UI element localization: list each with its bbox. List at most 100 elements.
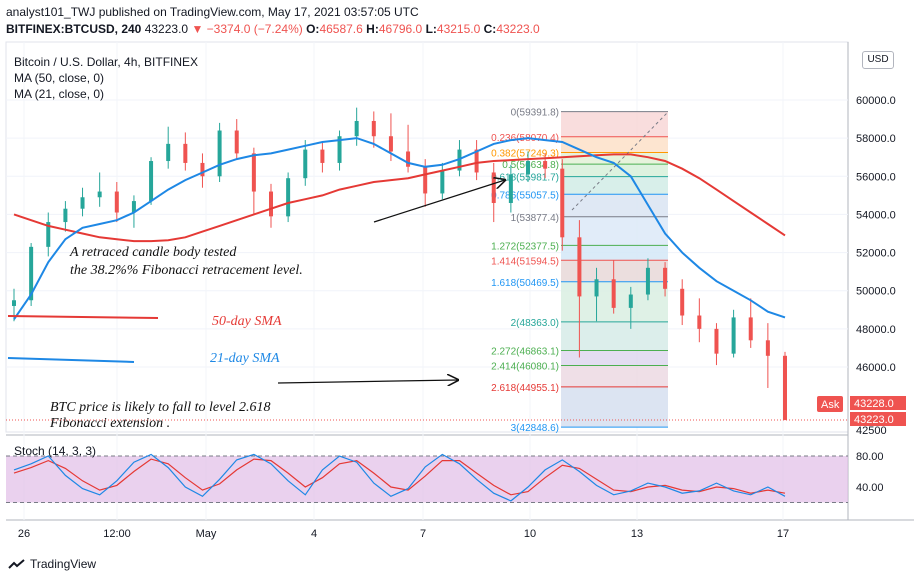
time-tick-label: 26: [18, 528, 30, 540]
candle-body: [577, 237, 582, 297]
candle-body: [560, 168, 565, 238]
ma21-legend: MA (21, close, 0): [14, 87, 104, 101]
symbol-label[interactable]: BITFINEX:BTCUSD, 240: [6, 22, 142, 36]
candle-body: [543, 161, 548, 169]
time-tick-label: 4: [311, 528, 317, 540]
bottom-partial-tick: 42500: [856, 425, 887, 437]
stoch-legend: Stoch (14, 3, 3): [14, 444, 96, 458]
retracement-note-line2: the 38.2%% Fibonacci retracement level.: [70, 263, 303, 278]
stoch-tick-label: 40.00: [856, 482, 884, 494]
time-tick-label: 17: [777, 528, 789, 540]
extension-arrow: [277, 380, 458, 383]
fib-level-label: 1.272(52377.5): [491, 241, 559, 252]
candlestick-series: [6, 107, 848, 421]
candle-body: [183, 143, 188, 163]
price-tick-label: 56000.0: [856, 171, 896, 183]
candle-body: [783, 355, 787, 420]
close-label: C:: [483, 22, 497, 36]
candle-body: [131, 201, 136, 213]
candle-body: [200, 162, 205, 177]
price-tick-label: 50000.0: [856, 286, 896, 298]
fib-level-label: 1.618(50469.5): [491, 278, 559, 289]
candle-body: [663, 267, 668, 289]
ask-price: 43228.0: [854, 398, 894, 410]
fib-zone: [561, 365, 668, 387]
low-label: L:: [425, 22, 437, 36]
candle-body: [388, 136, 393, 152]
candle-body: [29, 246, 34, 301]
fib-level-label: 2(48363.0): [511, 318, 559, 329]
candle-body: [166, 143, 171, 162]
fib-zone: [561, 152, 668, 165]
fib-level-label: 0.382(57249.3): [491, 148, 559, 159]
candle-body: [508, 174, 513, 203]
fib-level-label: 2.618(44955.1): [491, 383, 559, 394]
time-tick-label: 10: [524, 528, 536, 540]
candle-body: [303, 149, 308, 179]
candle-body: [269, 191, 273, 217]
candle-body: [354, 120, 359, 137]
high-label: H:: [366, 22, 379, 36]
publish-info: analyst101_TWJ published on TradingView.…: [6, 5, 419, 19]
low-value: 43215.0: [436, 22, 481, 36]
candle-body: [645, 267, 650, 295]
last-price: 43223.0: [144, 22, 189, 36]
candle-body: [63, 208, 68, 223]
fib-zone: [561, 245, 668, 261]
extension-note-line2: Fibonacci extension .: [49, 416, 170, 431]
candle-body: [114, 191, 119, 213]
ma50-legend: MA (50, close, 0): [14, 71, 104, 85]
price-tick-label: 52000.0: [856, 248, 896, 260]
tradingview-logo-icon: [8, 559, 25, 569]
candle-body: [371, 120, 376, 137]
candle-body: [765, 340, 770, 356]
footer: TradingView: [8, 557, 96, 571]
fib-level-label: 1(53877.4): [511, 213, 559, 224]
candle-body: [320, 149, 325, 163]
fib-zone: [561, 164, 668, 177]
price-tick-label: 58000.0: [856, 133, 896, 145]
change-down-icon: ▼: [191, 22, 204, 36]
candle-body: [748, 317, 753, 341]
fib-zone: [561, 321, 668, 351]
extension-note-line1: BTC price is likely to fall to level 2.6…: [50, 400, 270, 415]
candle-body: [337, 136, 342, 163]
footer-brand[interactable]: TradingView: [30, 557, 97, 571]
candle-body: [680, 288, 685, 316]
fibonacci-extension-tool[interactable]: 0(59391.8)0.236(58070.4)0.382(57249.3)0.…: [491, 108, 669, 435]
candle-body: [697, 315, 702, 329]
fib-zone: [561, 350, 668, 366]
stoch-k-line: [13, 453, 786, 502]
candle-body: [594, 279, 599, 297]
stochastic-pane: [6, 453, 848, 503]
grid-lines: [6, 42, 848, 520]
fib-zone: [561, 194, 668, 217]
retracement-arrow: [373, 180, 505, 223]
chart-title: Bitcoin / U.S. Dollar, 4h, BITFINEX: [14, 55, 198, 69]
price-axis[interactable]: 60000.0 58000.0 56000.0 54000.0 52000.0 50000…: [856, 95, 896, 494]
candle-body: [526, 161, 530, 175]
open-value: 46587.6: [319, 22, 363, 36]
fib-level-label: 0(59391.8): [511, 108, 559, 119]
fib-level-label: 2.414(46080.1): [491, 361, 559, 372]
candle-body: [474, 149, 479, 173]
candle-body: [714, 328, 719, 354]
fib-level-label: 0.618(55981.7): [491, 173, 559, 184]
candle-body: [234, 130, 239, 154]
time-axis[interactable]: 26 12:00 May 4 7 10 13 17: [18, 528, 789, 540]
currency-button[interactable]: USD: [862, 51, 894, 69]
fib-level-label: 1.414(51594.5): [491, 256, 559, 267]
last-price-axis: 43223.0: [854, 414, 894, 426]
fib-level-label: 0.786(55057.5): [491, 190, 559, 201]
candle-body: [611, 279, 616, 308]
fib-trend-line: [571, 111, 669, 211]
close-value: 43223.0: [496, 22, 540, 36]
candle-body: [149, 161, 154, 202]
ma21-line: [13, 137, 786, 320]
candle-body: [217, 130, 222, 177]
candle-body: [251, 153, 256, 192]
time-tick-label: May: [196, 528, 217, 540]
open-label: O:: [306, 22, 320, 36]
fib-level-label: 2.272(46863.1): [491, 347, 559, 358]
